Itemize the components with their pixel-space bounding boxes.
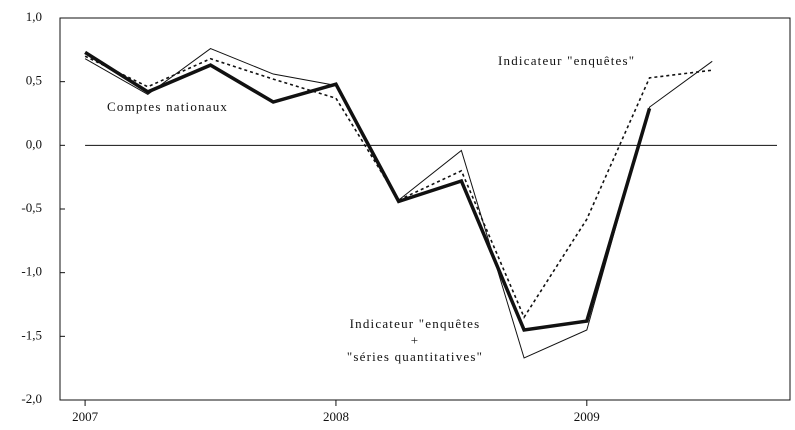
x-tick-label: 2007 xyxy=(72,409,99,424)
annotation: + xyxy=(411,332,420,347)
y-tick-label: -0,5 xyxy=(21,200,42,215)
y-tick-label: -1,0 xyxy=(21,264,42,279)
y-tick-label: 1,0 xyxy=(26,9,42,24)
y-tick-label: -1,5 xyxy=(21,327,42,342)
x-tick-label: 2009 xyxy=(574,409,600,424)
y-tick-label: 0,0 xyxy=(26,136,42,151)
annotation: "séries quantitatives" xyxy=(347,349,483,364)
annotation: Indicateur "enquêtes xyxy=(350,316,481,331)
annotation: Indicateur "enquêtes" xyxy=(498,53,635,68)
series-line xyxy=(84,55,713,319)
y-tick-label: 0,5 xyxy=(26,73,42,88)
annotation: Comptes nationaux xyxy=(107,99,228,114)
series-line xyxy=(84,50,652,332)
y-tick-label: -2,0 xyxy=(21,391,42,406)
x-tick-label: 2008 xyxy=(323,409,349,424)
series-line xyxy=(84,47,713,359)
plot-frame xyxy=(59,17,791,401)
